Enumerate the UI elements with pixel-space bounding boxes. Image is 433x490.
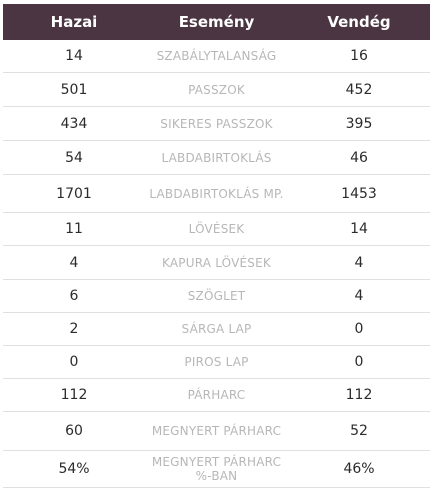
event-label: LABDABIRTOKLÁS <box>161 150 272 165</box>
home-value: 54% <box>58 461 90 477</box>
table-row: 14 SZABÁLYTALANSÁG 16 <box>3 40 430 73</box>
event-label: PÁRHARC <box>187 388 246 402</box>
header-event: Esemény <box>178 13 255 31</box>
away-value: 452 <box>345 81 373 98</box>
table-row: 54% MEGNYERT PÁRHARC %-BAN 46% <box>3 451 430 488</box>
home-value: 4 <box>69 254 79 271</box>
home-value: 11 <box>65 221 83 237</box>
event-label: SIKERES PASSZOK <box>160 116 273 131</box>
table-row: 60 MEGNYERT PÁRHARC 52 <box>3 412 430 451</box>
event-label: PASSZOK <box>188 82 245 97</box>
table-row: 11 LÖVÉSEK 14 <box>3 213 430 246</box>
away-value: 46% <box>343 461 375 477</box>
home-value: 14 <box>65 48 83 64</box>
home-value: 112 <box>60 387 88 403</box>
event-label: SZÖGLET <box>187 289 246 303</box>
event-label: LABDABIRTOKLÁS MP. <box>149 186 284 201</box>
home-value: 434 <box>60 115 88 132</box>
table-row: 434 SIKERES PASSZOK 395 <box>3 107 430 141</box>
table-row: 6 SZÖGLET 4 <box>3 280 430 313</box>
table-row: 501 PASSZOK 452 <box>3 73 430 107</box>
away-value: 16 <box>350 48 368 64</box>
home-value: 0 <box>69 354 79 370</box>
table-row: 1701 LABDABIRTOKLÁS MP. 1453 <box>3 175 430 213</box>
away-value: 46 <box>350 149 368 166</box>
event-label: MEGNYERT PÁRHARC <box>151 424 282 438</box>
away-value: 112 <box>345 387 373 403</box>
header-home: Hazai <box>50 13 98 31</box>
away-value: 1453 <box>341 185 377 202</box>
away-value: 395 <box>345 115 373 132</box>
home-value: 1701 <box>56 185 92 202</box>
header-away: Vendég <box>327 13 391 31</box>
away-value: 52 <box>350 423 368 439</box>
away-value: 14 <box>350 221 368 237</box>
table-row: 112 PÁRHARC 112 <box>3 379 430 412</box>
home-value: 60 <box>65 423 83 439</box>
event-label: SÁRGA LAP <box>181 322 252 336</box>
home-value: 2 <box>69 321 79 337</box>
home-value: 54 <box>65 149 83 166</box>
home-value: 6 <box>69 288 79 304</box>
away-value: 4 <box>354 254 364 271</box>
event-label: SZABÁLYTALANSÁG <box>156 49 277 63</box>
event-label: PIROS LAP <box>184 355 249 369</box>
away-value: 0 <box>354 354 364 370</box>
event-label: LÖVÉSEK <box>188 222 245 236</box>
table-body: 14 SZABÁLYTALANSÁG 16 501 PASSZOK 452 43… <box>3 40 430 488</box>
table-row: 4 KAPURA LÖVÉSEK 4 <box>3 246 430 280</box>
table-row: 0 PIROS LAP 0 <box>3 346 430 379</box>
event-label: KAPURA LÖVÉSEK <box>162 255 271 270</box>
event-label: MEGNYERT PÁRHARC %-BAN <box>151 455 282 483</box>
home-value: 501 <box>60 81 88 98</box>
table-header: Hazai Esemény Vendég <box>3 4 430 40</box>
away-value: 0 <box>354 321 364 337</box>
away-value: 4 <box>354 288 364 304</box>
table-row: 2 SÁRGA LAP 0 <box>3 313 430 346</box>
table-row: 54 LABDABIRTOKLÁS 46 <box>3 141 430 175</box>
